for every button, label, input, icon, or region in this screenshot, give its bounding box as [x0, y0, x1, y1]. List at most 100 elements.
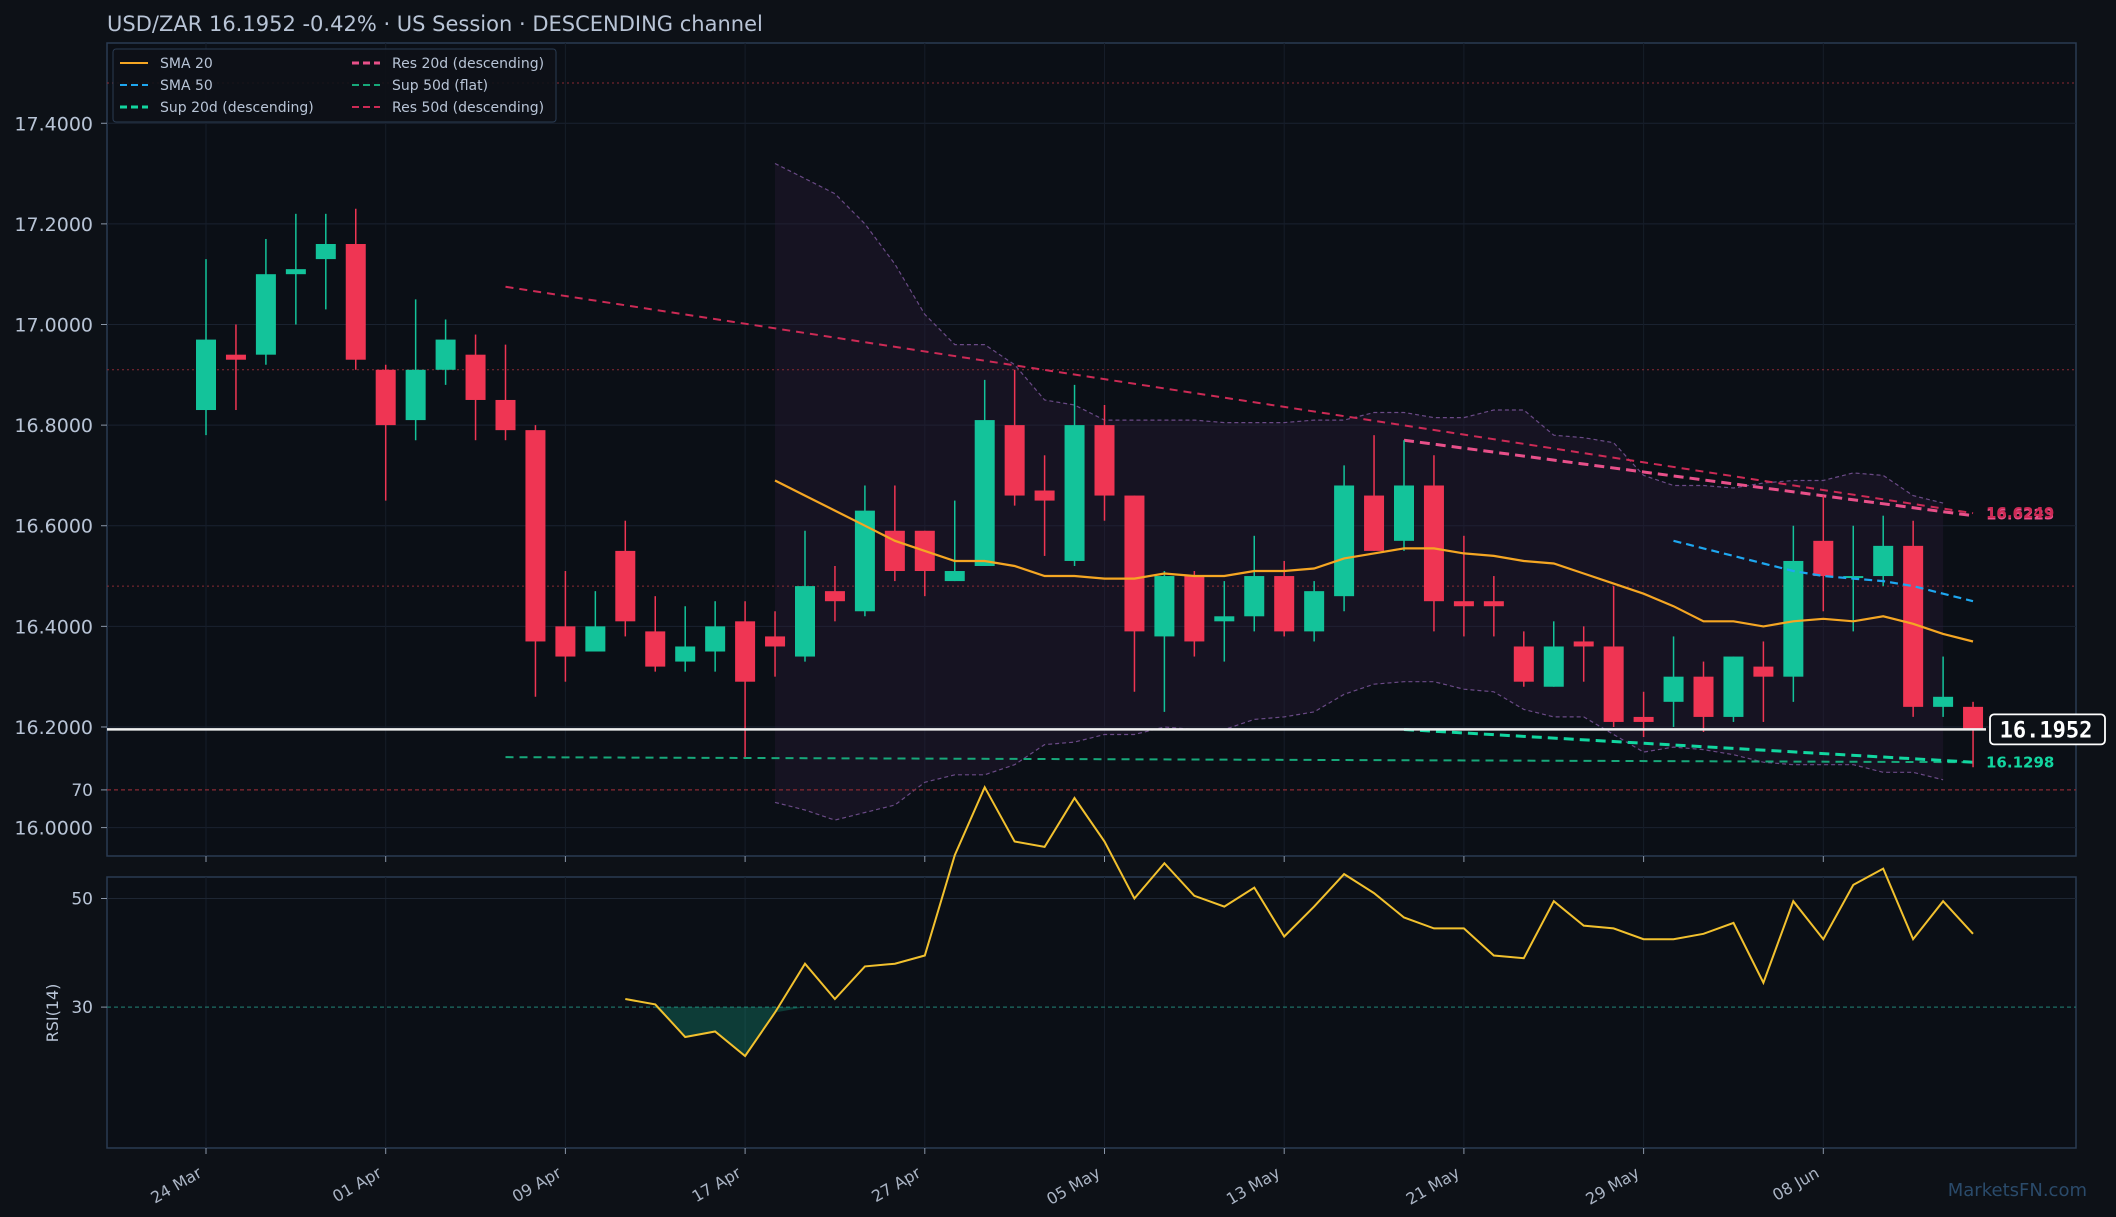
candle-body	[1214, 616, 1235, 622]
candle	[974, 379, 995, 566]
y-tick-label: 16.6000	[14, 516, 93, 538]
candle	[824, 565, 845, 622]
candle-body	[1423, 485, 1444, 602]
candle	[615, 520, 636, 637]
chart-title: USD/ZAR 16.1952 -0.42% · US Session · DE…	[107, 12, 763, 36]
candle	[555, 571, 576, 682]
candle-body	[1064, 425, 1085, 561]
candle-body	[795, 586, 815, 657]
candle-body	[465, 354, 486, 400]
candle	[1963, 701, 1984, 768]
candle	[1364, 435, 1385, 551]
candle-body	[1663, 676, 1684, 702]
candle	[1513, 631, 1534, 687]
candle	[285, 213, 306, 325]
watermark: MarketsFN.com	[1948, 1180, 2087, 1201]
candle	[1334, 465, 1355, 612]
candle-body	[675, 646, 696, 662]
candle-body	[285, 269, 306, 275]
y-tick-label: 16.8000	[14, 415, 93, 437]
candle	[525, 425, 546, 697]
candle-body	[1364, 495, 1385, 551]
candle-body	[1543, 646, 1564, 687]
candle	[1034, 455, 1055, 556]
candle	[435, 319, 456, 385]
candle	[884, 485, 905, 582]
candle	[765, 611, 786, 677]
candle	[1184, 571, 1205, 657]
candle-body	[585, 626, 606, 652]
sma20-line	[774, 479, 1974, 643]
candle	[1933, 656, 1954, 717]
candle-body	[645, 631, 666, 667]
candle	[1783, 525, 1804, 702]
candle	[375, 364, 396, 501]
candle-body	[1034, 490, 1055, 501]
candle	[1394, 440, 1414, 551]
candle	[1064, 384, 1085, 566]
candle-body	[1693, 676, 1714, 717]
candle	[645, 596, 666, 672]
sma50-line	[1673, 539, 1974, 603]
candle	[1483, 576, 1504, 637]
candle	[225, 324, 246, 411]
candle	[1753, 641, 1774, 722]
candle-body	[1963, 706, 1984, 730]
rsi-axis-label: RSI(14)	[43, 984, 62, 1043]
candle-body	[315, 244, 336, 260]
price-panel: 16.0000 16.2000 16.4000 16.6000 16.8000 17.00…	[14, 42, 2106, 862]
candle-body	[1513, 646, 1534, 682]
candle	[1274, 560, 1295, 637]
candle	[854, 485, 875, 617]
trendline	[505, 285, 1974, 515]
candle-body	[345, 244, 366, 360]
candle	[255, 238, 276, 365]
candle-body	[495, 399, 516, 431]
candle-body	[1453, 601, 1474, 607]
candle	[944, 500, 965, 582]
band-lower-line	[774, 681, 1944, 821]
y-tick-label: 17.2000	[14, 214, 93, 236]
volatility-band-fill	[775, 163, 1944, 821]
candle-body	[854, 510, 875, 612]
candle	[1573, 626, 1594, 682]
candle	[1094, 404, 1115, 521]
candle	[735, 601, 756, 758]
candle-body	[196, 339, 216, 411]
legend-label: Sup 50d (flat)	[392, 78, 488, 94]
candle	[315, 213, 336, 310]
candle	[675, 606, 696, 672]
candle-body	[1483, 601, 1504, 607]
candle-body	[1004, 425, 1025, 496]
candle-body	[375, 369, 396, 426]
candle-body	[1184, 576, 1205, 642]
candle-body	[765, 636, 786, 647]
candle	[1813, 495, 1834, 612]
trendline	[505, 756, 1974, 764]
candle-body	[1304, 591, 1325, 632]
candle-body	[1753, 666, 1774, 677]
candle-body	[1244, 576, 1265, 617]
y-tick-label: 17.4000	[14, 113, 93, 135]
candle-body	[555, 626, 576, 657]
band-upper-line	[774, 162, 1944, 504]
current-price-label: 16.1952	[2000, 718, 2093, 743]
candle	[1214, 581, 1235, 662]
y-tick-label: 17.0000	[14, 315, 93, 337]
candle-body	[1843, 576, 1864, 579]
candle	[1004, 369, 1025, 506]
candle	[1603, 586, 1624, 727]
candle	[196, 259, 216, 436]
rsi-oversold-fill	[655, 1007, 805, 1056]
price-panel-frame	[106, 42, 2077, 857]
candle-body	[735, 621, 756, 682]
candle	[705, 601, 726, 672]
candle-body	[225, 354, 246, 360]
candle-body	[1633, 716, 1654, 722]
right-level-tag: 16.6223	[1986, 506, 2054, 524]
candle-body	[1154, 576, 1175, 637]
candle	[1124, 495, 1145, 692]
candle-body	[1783, 560, 1804, 677]
candle	[795, 530, 815, 662]
